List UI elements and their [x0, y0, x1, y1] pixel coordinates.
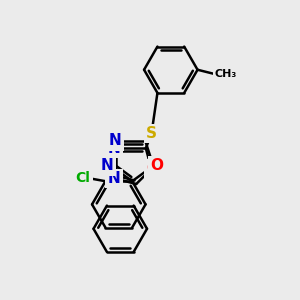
- Text: CH₃: CH₃: [215, 69, 237, 79]
- Text: N: N: [109, 134, 122, 148]
- Text: O: O: [146, 161, 159, 176]
- Text: N: N: [101, 158, 114, 173]
- Text: Cl: Cl: [76, 171, 91, 185]
- Text: S: S: [146, 126, 157, 141]
- Text: N: N: [108, 141, 120, 156]
- Text: O: O: [150, 158, 164, 173]
- Text: N: N: [108, 171, 120, 186]
